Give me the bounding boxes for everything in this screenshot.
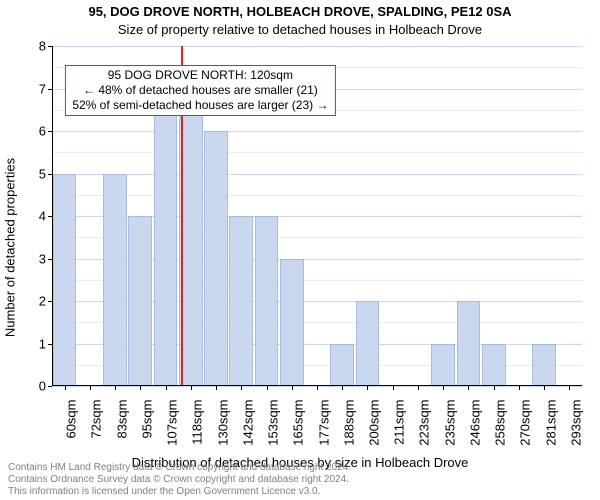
- bar: [229, 216, 253, 386]
- x-tick-mark: [267, 386, 268, 390]
- chart-container: 95, DOG DROVE NORTH, HOLBEACH DROVE, SPA…: [0, 0, 600, 500]
- bar: [457, 301, 481, 386]
- title-subtitle: Size of property relative to detached ho…: [0, 22, 600, 37]
- x-tick-mark: [292, 386, 293, 390]
- x-tick-mark: [166, 386, 167, 390]
- grid-major: [52, 131, 582, 132]
- y-axis-line: [52, 46, 53, 386]
- bar: [330, 344, 354, 387]
- x-tick-label: 83sqm: [114, 400, 129, 439]
- x-tick-label: 60sqm: [64, 400, 79, 439]
- attribution-line-2: Contains Ordnance Survey data © Crown co…: [8, 474, 351, 486]
- y-tick-label: 4: [39, 209, 46, 224]
- x-tick-mark: [443, 386, 444, 390]
- x-tick-mark: [367, 386, 368, 390]
- x-tick-label: 246sqm: [467, 400, 482, 446]
- annotation-line-1: 95 DOG DROVE NORTH: 120sqm: [72, 68, 328, 83]
- x-tick-label: 270sqm: [518, 400, 533, 446]
- bar: [255, 216, 279, 386]
- y-axis-label: Number of detached properties: [3, 138, 18, 358]
- x-tick-label: 107sqm: [165, 400, 180, 446]
- x-tick-label: 188sqm: [341, 400, 356, 446]
- plot-area: 95 DOG DROVE NORTH: 120sqm← 48% of detac…: [52, 46, 582, 386]
- grid-major: [52, 46, 582, 47]
- x-tick-label: 200sqm: [366, 400, 381, 446]
- x-tick-label: 293sqm: [568, 400, 583, 446]
- y-tick-mark: [48, 216, 52, 217]
- bar: [128, 216, 152, 386]
- grid-major: [52, 174, 582, 175]
- x-tick-mark: [494, 386, 495, 390]
- x-tick-label: 153sqm: [266, 400, 281, 446]
- y-tick-label: 2: [39, 294, 46, 309]
- y-tick-mark: [48, 344, 52, 345]
- x-tick-mark: [393, 386, 394, 390]
- x-tick-mark: [342, 386, 343, 390]
- attribution: Contains HM Land Registry data © Crown c…: [8, 462, 351, 498]
- x-tick-label: 118sqm: [190, 400, 205, 445]
- bar: [356, 301, 380, 386]
- bar: [532, 344, 556, 387]
- x-tick-label: 258sqm: [493, 400, 508, 446]
- grid-minor: [52, 195, 582, 196]
- x-tick-mark: [317, 386, 318, 390]
- y-tick-mark: [48, 174, 52, 175]
- annotation-box: 95 DOG DROVE NORTH: 120sqm← 48% of detac…: [65, 65, 335, 116]
- x-tick-mark: [418, 386, 419, 390]
- plot-inner: 95 DOG DROVE NORTH: 120sqm← 48% of detac…: [52, 46, 582, 386]
- x-tick-mark: [468, 386, 469, 390]
- y-axis-label-wrap: Number of detached properties: [0, 0, 20, 500]
- x-tick-mark: [519, 386, 520, 390]
- x-tick-mark: [191, 386, 192, 390]
- x-tick-label: 130sqm: [215, 400, 230, 446]
- bar: [154, 89, 178, 387]
- attribution-line-3: This information is licensed under the O…: [8, 486, 351, 498]
- bar: [280, 259, 304, 387]
- x-tick-mark: [216, 386, 217, 390]
- y-tick-label: 1: [39, 336, 46, 351]
- y-tick-mark: [48, 301, 52, 302]
- x-tick-mark: [241, 386, 242, 390]
- x-tick-label: 72sqm: [89, 400, 104, 439]
- x-tick-label: 165sqm: [291, 400, 306, 446]
- title-address: 95, DOG DROVE NORTH, HOLBEACH DROVE, SPA…: [0, 4, 600, 19]
- x-tick-label: 223sqm: [417, 400, 432, 446]
- grid-minor: [52, 152, 582, 153]
- x-tick-mark: [544, 386, 545, 390]
- y-tick-mark: [48, 46, 52, 47]
- y-tick-label: 5: [39, 166, 46, 181]
- annotation-line-3: 52% of semi-detached houses are larger (…: [72, 98, 328, 113]
- bar: [103, 174, 127, 387]
- x-tick-mark: [90, 386, 91, 390]
- y-tick-label: 3: [39, 251, 46, 266]
- y-tick-label: 8: [39, 39, 46, 54]
- attribution-line-1: Contains HM Land Registry data © Crown c…: [8, 462, 351, 474]
- x-tick-mark: [65, 386, 66, 390]
- x-tick-label: 142sqm: [240, 400, 255, 446]
- x-tick-label: 95sqm: [139, 400, 154, 439]
- x-tick-mark: [569, 386, 570, 390]
- x-tick-label: 177sqm: [316, 400, 331, 446]
- x-tick-label: 235sqm: [442, 400, 457, 446]
- y-tick-mark: [48, 131, 52, 132]
- x-tick-label: 281sqm: [543, 400, 558, 446]
- x-tick-mark: [115, 386, 116, 390]
- bar: [204, 131, 228, 386]
- x-tick-mark: [140, 386, 141, 390]
- bar: [53, 174, 77, 387]
- annotation-line-2: ← 48% of detached houses are smaller (21…: [72, 83, 328, 98]
- bar: [431, 344, 455, 387]
- y-tick-label: 7: [39, 81, 46, 96]
- y-tick-label: 6: [39, 124, 46, 139]
- y-tick-mark: [48, 386, 52, 387]
- y-tick-label: 0: [39, 379, 46, 394]
- y-tick-mark: [48, 89, 52, 90]
- bar: [482, 344, 506, 387]
- y-tick-mark: [48, 259, 52, 260]
- x-tick-label: 211sqm: [392, 400, 407, 445]
